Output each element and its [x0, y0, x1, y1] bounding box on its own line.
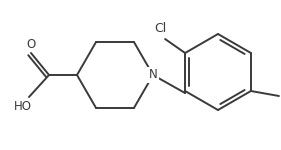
Text: Cl: Cl	[154, 22, 166, 36]
Text: HO: HO	[14, 100, 32, 114]
Text: O: O	[26, 38, 36, 51]
Text: N: N	[149, 69, 157, 81]
